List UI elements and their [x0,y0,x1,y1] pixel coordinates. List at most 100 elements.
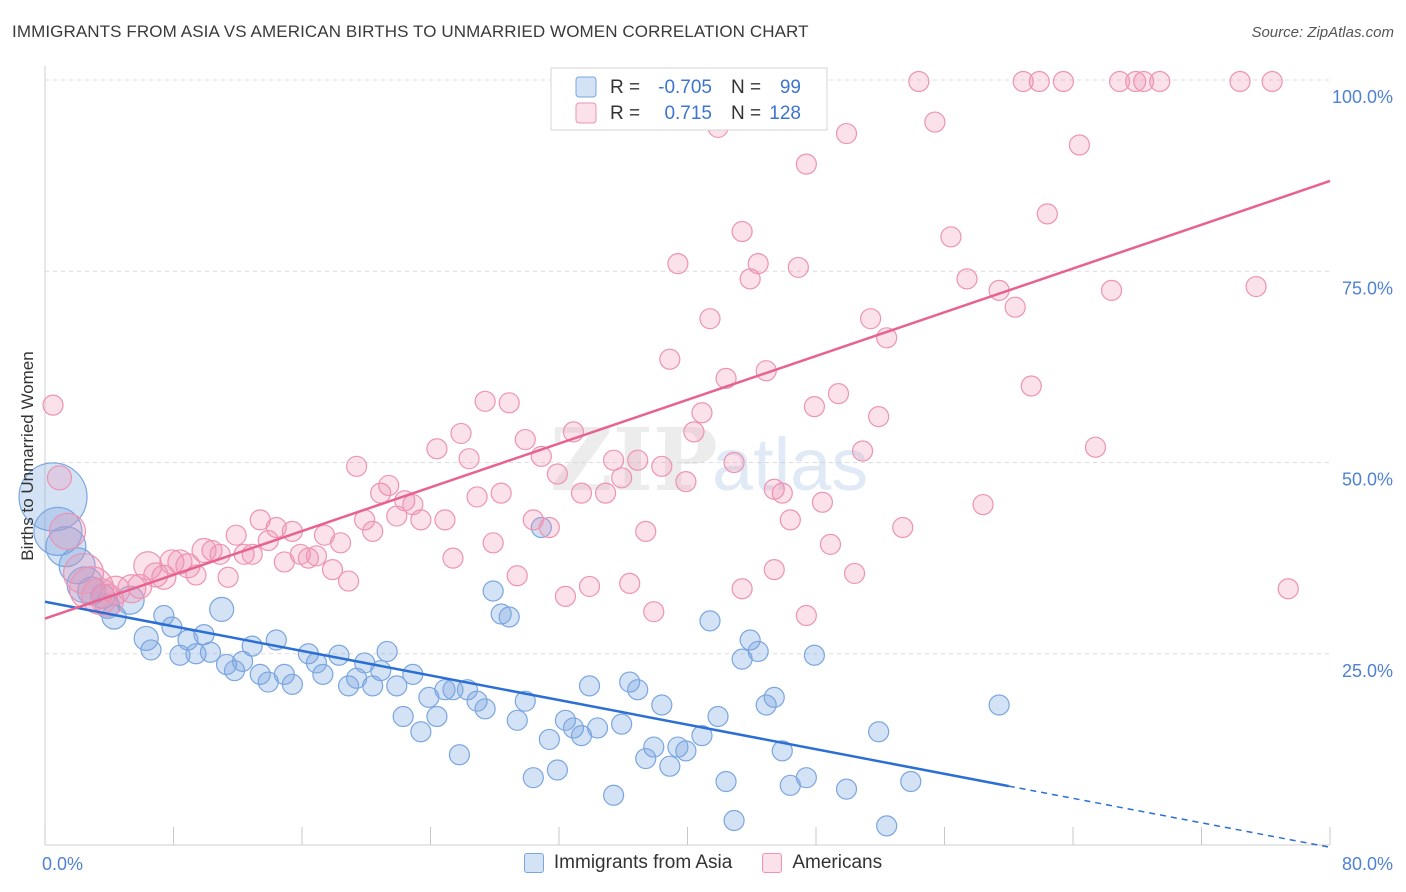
americans-point [835,122,858,145]
americans-point [699,308,721,330]
americans-point [1149,70,1171,93]
americans-point [635,520,657,542]
asia-point [490,603,512,625]
asia-point [530,516,552,539]
asia-point [635,747,657,770]
americans-point [683,421,705,443]
y-tick-label: 25.0% [1342,661,1393,681]
asia-point [376,640,398,663]
y-axis-label: Births to Unmarried Women [18,351,37,561]
tick-labels: 25.0% 50.0% 75.0% 100.0% 0.0% 80.0% [42,87,1393,874]
americans-point [771,482,793,504]
americans-point [48,512,87,550]
asia-point [410,721,432,743]
asia-point [281,673,303,695]
asia-point [434,679,456,701]
americans-point [908,70,930,93]
asia-point [426,705,448,728]
americans-point [329,532,352,554]
asia-point [209,596,235,622]
americans-point [570,482,593,504]
asia-point [611,713,633,735]
series-americans [42,70,1299,627]
americans-point [546,463,568,485]
asia-point [562,717,585,739]
americans-point [651,455,673,477]
asia-point [715,770,737,793]
stats-r-value-blue: -0.705 [658,77,712,98]
americans-point [321,558,344,581]
asia-point [337,675,360,697]
stats-swatch-blue [575,76,597,98]
asia-point [627,679,649,701]
americans-point [46,465,73,491]
americans-point [795,604,817,627]
americans-point [225,524,247,546]
watermark-zip: ZIP [550,410,718,511]
asia-point [795,767,817,789]
asia-point [900,770,922,793]
asia-point [739,629,761,651]
watermark: ZIP atlas [550,410,868,511]
series-immigrants-from-asia [18,462,1010,837]
americans-point [450,422,472,445]
americans-point [1108,70,1131,93]
trend-line-americans [44,179,1331,620]
americans-point [1125,70,1147,93]
americans-point [578,575,601,598]
asia-point [522,767,544,789]
asia-point [699,610,721,632]
americans-point [691,402,713,424]
x-tick-label: 80.0% [1342,854,1393,874]
americans-point [1261,70,1283,93]
americans-point [434,509,456,531]
legend-item-immigrants-from-asia[interactable]: Immigrants from Asia [523,852,732,874]
asia-point [763,686,785,708]
stats-n-value-blue: 99 [780,77,801,98]
americans-point [1277,578,1299,600]
americans-point [747,253,769,275]
americans-point [1100,279,1123,301]
asia-point [223,659,246,682]
asia-point [643,736,665,758]
americans-point [1133,70,1155,93]
asia-point [482,580,504,602]
asia-point [386,675,408,697]
americans-point [619,572,641,594]
asia-point [45,526,87,568]
asia-point [803,644,825,666]
americans-point [474,390,496,412]
americans-point [498,392,520,414]
americans-point [1004,296,1026,318]
americans-point [643,601,665,623]
americans-point [956,268,978,290]
americans-point [827,383,850,405]
asia-point [723,809,745,832]
americans-point [458,448,480,470]
legend-item-americans[interactable]: Americans [762,852,882,874]
asia-point [619,671,641,693]
americans-point [490,482,512,504]
americans-point [506,565,528,587]
x-tick-label: 0.0% [42,854,83,874]
americans-point [723,451,745,474]
asia-point [538,728,560,751]
asia-point [586,717,609,739]
asia-point [876,815,898,837]
americans-point [659,348,681,370]
americans-point [362,520,384,542]
asia-point [231,650,254,673]
asia-point [312,663,334,686]
asia-point [578,675,601,697]
asia-point [651,694,673,716]
americans-point [611,467,633,489]
americans-point [675,471,697,493]
watermark-atlas: atlas [712,423,868,506]
y-tick-label: 75.0% [1342,278,1393,298]
americans-point [1229,70,1251,93]
stats-r-value-pink: 0.715 [664,103,712,124]
americans-point [819,533,842,555]
asia-point [199,641,222,663]
bottom-legend: Immigrants from Asia Americans [0,852,1406,874]
